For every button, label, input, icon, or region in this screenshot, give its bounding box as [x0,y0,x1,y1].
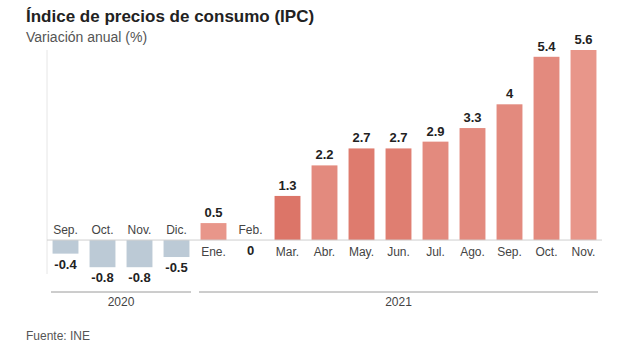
category-label: Dic. [166,223,187,237]
data-label: 5.6 [574,32,592,47]
zero-line [47,240,602,241]
bar [460,128,486,240]
category-label: Ene. [201,245,226,259]
data-label: 2.7 [389,130,407,145]
bar [127,240,153,267]
group-line [199,292,598,293]
group-label: 2021 [385,295,412,309]
bar [275,196,301,240]
category-label: Nov. [572,245,596,259]
data-label: 0 [247,243,254,258]
title: Índice de precios de consumo (IPC) [26,7,314,26]
bar [349,148,375,240]
data-label: 4 [506,86,514,101]
category-label: Feb. [238,223,262,237]
data-label: -0.4 [54,257,77,272]
category-label: Oct. [535,245,557,259]
category-label: Jun. [387,245,410,259]
bar [90,240,116,267]
category-label: Ago. [460,245,485,259]
category-label: May. [349,245,374,259]
data-label: 2.9 [426,124,444,139]
data-label: -0.8 [128,270,150,285]
bar [164,240,190,257]
group-line [51,292,191,293]
bar [201,223,227,240]
bars [53,50,597,267]
bar [53,240,79,254]
category-label: Sep. [497,245,522,259]
chart: Índice de precios de consumo (IPC) Variac… [0,0,620,349]
category-label: Mar. [276,245,299,259]
category-label: Oct. [91,223,113,237]
bar [386,148,412,240]
category-label: Nov. [128,223,152,237]
bar [534,57,560,240]
subtitle: Variación anual (%) [26,29,147,45]
category-label: Abr. [314,245,335,259]
bar [312,165,338,240]
data-label: 2.2 [315,147,333,162]
data-label: 3.3 [463,110,481,125]
data-label: -0.5 [165,260,187,275]
data-label: 5.4 [537,39,556,54]
bar [423,142,449,240]
category-label: Sep. [53,223,78,237]
group-label: 2020 [108,295,135,309]
data-label: -0.8 [91,270,113,285]
data-label: 2.7 [352,130,370,145]
bar [571,50,597,240]
source: Fuente: INE [26,329,90,343]
bar [497,104,523,240]
data-label: 0.5 [204,205,222,220]
data-label: 1.3 [278,178,296,193]
category-label: Jul. [426,245,445,259]
